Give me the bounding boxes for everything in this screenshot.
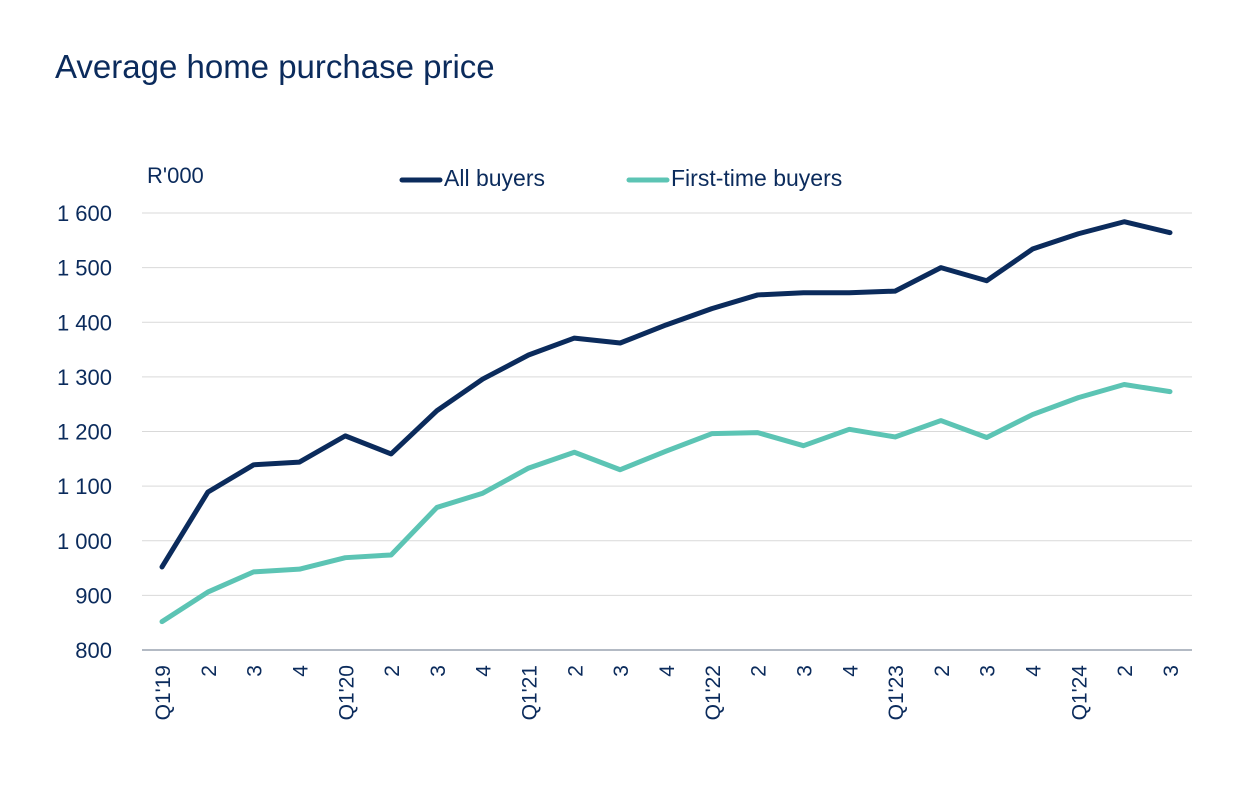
- x-tick-label: 4: [839, 665, 862, 677]
- x-tick-label: 4: [289, 665, 312, 677]
- y-tick-label: 1 000: [57, 529, 112, 554]
- y-tick-label: 1 300: [57, 365, 112, 390]
- y-tick-label: 1 500: [57, 256, 112, 281]
- legend-label-first-time-buyers: First-time buyers: [671, 165, 842, 191]
- x-tick-label: 3: [793, 665, 816, 677]
- x-tick-label: 2: [1114, 665, 1137, 677]
- x-tick-label: Q1'24: [1068, 665, 1091, 721]
- y-tick-label: 800: [75, 638, 112, 663]
- y-axis-label: R'000: [147, 163, 204, 188]
- legend-label-all-buyers: All buyers: [444, 165, 545, 191]
- x-tick-label: 2: [931, 665, 954, 677]
- x-tick-label: 3: [610, 665, 633, 677]
- legend: All buyers First-time buyers: [402, 165, 842, 191]
- x-tick-label: 2: [748, 665, 771, 677]
- x-tick-label: 4: [1023, 665, 1046, 677]
- x-tick-label: 4: [656, 665, 679, 677]
- y-tick-label: 1 200: [57, 420, 112, 445]
- x-tick-label: Q1'22: [702, 665, 725, 720]
- x-tick-label: 2: [198, 665, 221, 677]
- y-tick-label: 1 600: [57, 201, 112, 226]
- x-tick-label: 3: [244, 665, 267, 677]
- series-line-first-time-buyers: [162, 385, 1170, 622]
- y-tick-label: 1 100: [57, 474, 112, 499]
- x-tick-label: 3: [977, 665, 1000, 677]
- x-tick-label: 4: [473, 665, 496, 677]
- y-tick-label: 900: [75, 583, 112, 608]
- x-tick-label: 3: [1160, 665, 1183, 677]
- x-tick-label: Q1'23: [885, 665, 908, 720]
- x-tick-label: 3: [427, 665, 450, 677]
- y-tick-label: 1 400: [57, 310, 112, 335]
- x-tick-label: 2: [564, 665, 587, 677]
- x-tick-label: 2: [381, 665, 404, 677]
- x-tick-label: Q1'21: [519, 665, 542, 720]
- chart-title: Average home purchase price: [55, 48, 495, 85]
- x-tick-label: Q1'20: [335, 665, 358, 720]
- series-line-all-buyers: [162, 222, 1170, 567]
- x-tick-label: Q1'19: [152, 665, 175, 720]
